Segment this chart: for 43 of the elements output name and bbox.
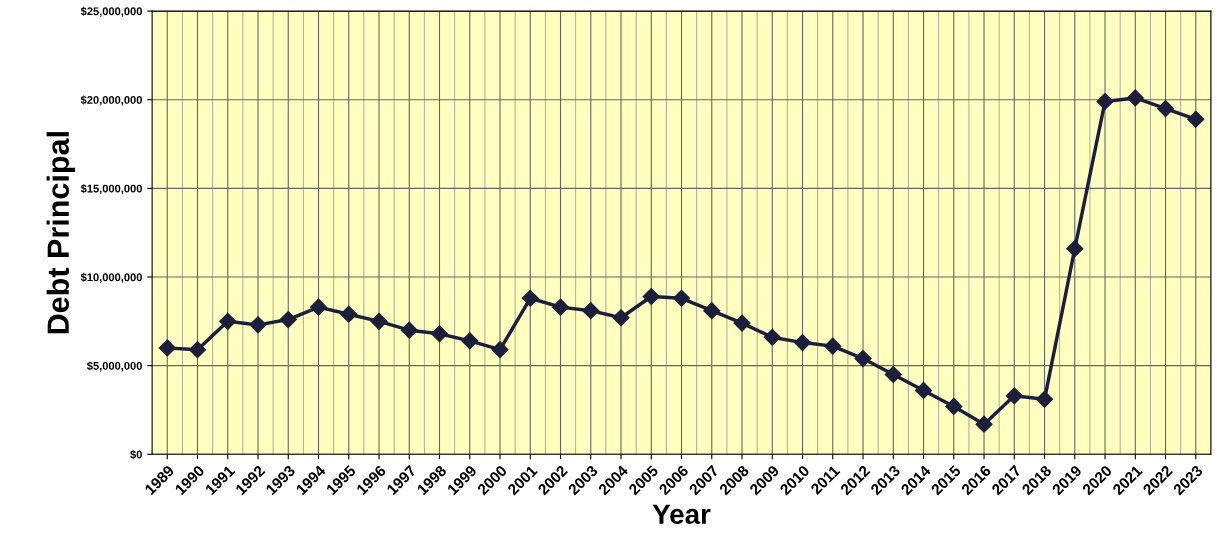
point (219, 312, 237, 330)
point (945, 397, 963, 415)
y-tick-label: $10,000,000 (80, 272, 142, 283)
point (672, 289, 691, 307)
point (309, 298, 328, 316)
y-tick-label: $5,000,000 (86, 361, 142, 372)
y-axis-title: Debt Principal (46, 132, 76, 334)
x-axis-title: Year (652, 504, 711, 525)
point (733, 314, 751, 332)
point (914, 381, 933, 400)
point (188, 341, 207, 359)
point (340, 305, 358, 323)
y-tick-label: $20,000,000 (80, 95, 142, 106)
point (461, 332, 479, 350)
point (430, 325, 449, 343)
point (279, 310, 297, 329)
point (763, 328, 781, 346)
point (1066, 240, 1084, 258)
point (642, 287, 660, 306)
point (370, 312, 388, 330)
point (884, 365, 902, 384)
point (854, 349, 872, 368)
point (551, 298, 570, 316)
point (158, 339, 176, 357)
point (703, 302, 721, 320)
point (582, 302, 600, 320)
y-tick-label: $15,000,000 (80, 184, 142, 195)
point (1005, 387, 1023, 405)
point (249, 316, 267, 334)
point (1187, 110, 1205, 128)
point (1035, 390, 1054, 408)
point (975, 415, 993, 433)
point (400, 321, 418, 339)
point (1126, 89, 1144, 107)
point (1096, 92, 1114, 111)
point (1156, 100, 1175, 118)
point (521, 289, 539, 307)
point (793, 334, 812, 352)
y-tick-label: $25,000,000 (80, 6, 142, 17)
point (824, 337, 842, 355)
point (491, 341, 509, 359)
y-tick-label: $0 (130, 450, 142, 460)
point (612, 309, 630, 327)
